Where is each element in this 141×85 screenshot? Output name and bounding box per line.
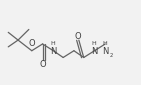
Text: O: O: [28, 39, 35, 48]
Text: N: N: [102, 47, 108, 56]
Text: 2: 2: [109, 53, 113, 58]
Text: H: H: [50, 41, 55, 46]
Text: O: O: [39, 60, 46, 69]
Text: N: N: [91, 47, 98, 56]
Text: O: O: [75, 32, 81, 41]
Text: H: H: [91, 41, 96, 46]
Text: N: N: [50, 47, 57, 56]
Text: H: H: [102, 41, 107, 46]
